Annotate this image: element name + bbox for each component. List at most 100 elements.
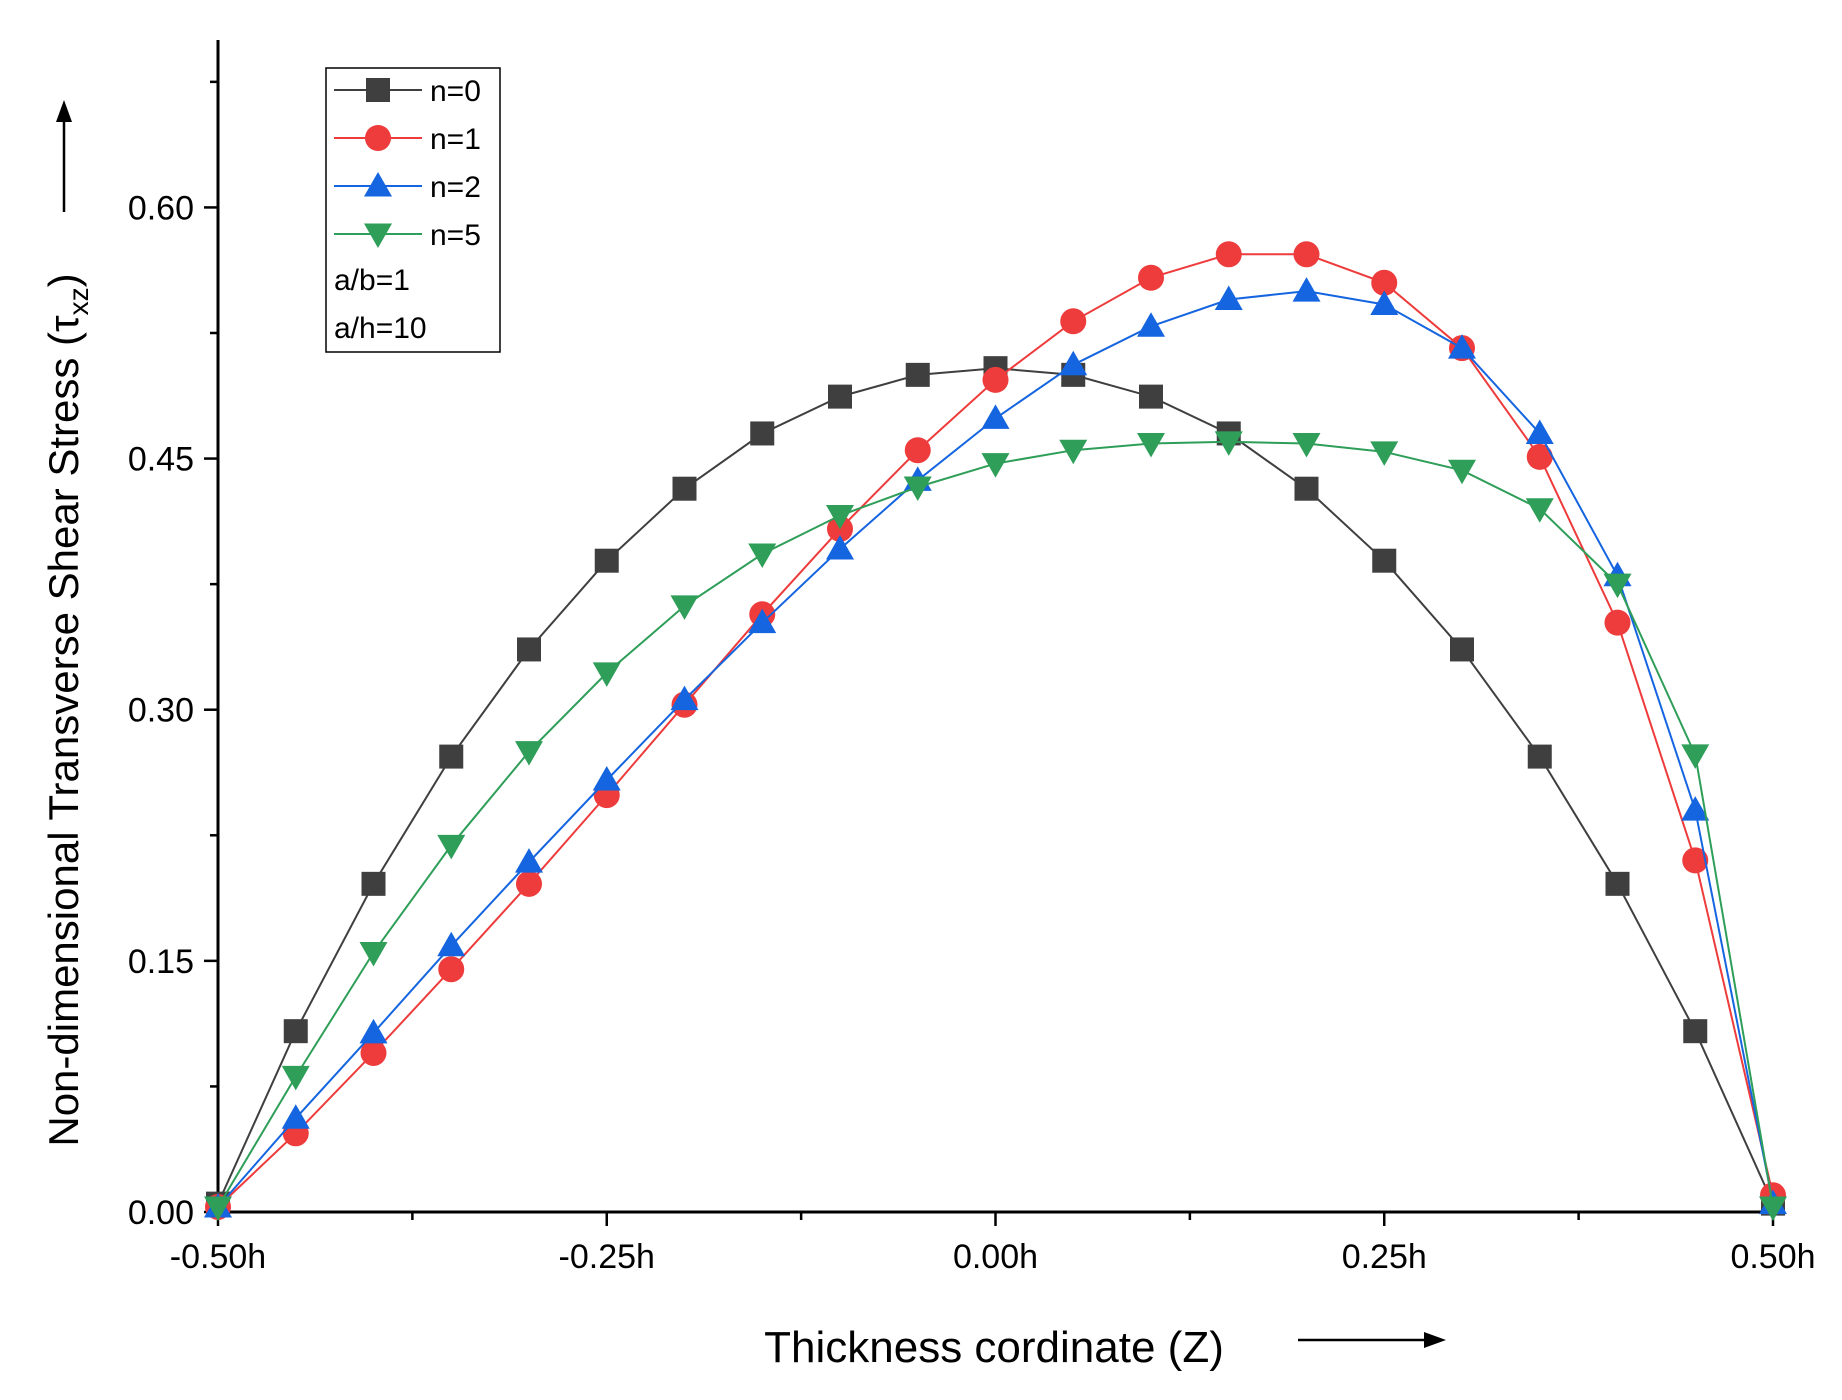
data-point (1603, 573, 1632, 599)
legend-marker (366, 78, 390, 102)
x-tick-label: 0.25h (1342, 1238, 1427, 1276)
legend-box (325, 67, 501, 353)
legend-annotation: a/b=1 (334, 264, 410, 297)
data-point (1450, 637, 1474, 662)
x-axis-title: Thickness cordinate (Z) (764, 1323, 1224, 1372)
data-point (1059, 439, 1088, 465)
data-point (359, 941, 388, 967)
y-axis-arrow-icon (56, 100, 72, 212)
data-point (1059, 350, 1088, 376)
y-tick-label: 0.30 (128, 692, 194, 730)
data-point (1682, 847, 1709, 874)
y-axis-title-subscript: xz (63, 287, 94, 315)
y-tick-label: 0.45 (128, 441, 194, 479)
data-point (1137, 312, 1165, 337)
y-axis-title-text: Non-dimensional Transverse Shear Stress (40, 358, 87, 1147)
legend-item: n=5 (334, 219, 481, 252)
data-point (982, 366, 1009, 393)
data-point (516, 870, 542, 897)
y-tick-label: 0.00 (128, 1194, 194, 1232)
data-point (826, 534, 854, 560)
data-point (904, 437, 931, 464)
data-point (204, 1196, 232, 1221)
data-point (360, 1039, 387, 1066)
series-n=5 (204, 431, 1787, 1221)
x-tick-label: -0.50h (170, 1238, 266, 1276)
data-point (1759, 1196, 1787, 1221)
data-point (672, 476, 697, 501)
legend-label: n=1 (430, 123, 481, 156)
series-group (204, 241, 1787, 1221)
series-line (217, 253, 1774, 1208)
data-point (1681, 796, 1710, 821)
data-point (359, 1018, 388, 1044)
legend-marker (365, 125, 391, 151)
y-axis: 0.00 0.15 0.30 0.45 0.60 (128, 40, 220, 1232)
legend-annotation: a/h=10 (334, 312, 427, 345)
y-arrow-head (56, 100, 72, 122)
data-point (748, 608, 777, 634)
data-point (903, 476, 932, 502)
data-point (1215, 241, 1242, 268)
x-axis-arrow-icon (1298, 1332, 1446, 1348)
y-tick-label: 0.15 (128, 943, 194, 981)
data-point (594, 548, 619, 573)
data-point (1060, 308, 1087, 335)
data-point (1605, 871, 1630, 896)
data-point (1448, 334, 1476, 359)
data-point (361, 871, 386, 896)
data-point (1294, 476, 1319, 501)
y-axis-title-open-paren: ( (40, 332, 87, 346)
data-point (592, 662, 621, 687)
legend-label: n=2 (430, 171, 481, 204)
data-point (1372, 548, 1397, 573)
legend-item: n=2 (334, 171, 481, 204)
data-point (281, 1104, 310, 1129)
legend: n=0 n=1 n=2 n=5 a/b=1 a/h=10 (325, 67, 501, 353)
legend-label: n=5 (430, 219, 481, 252)
x-tick-label: -0.25h (559, 1238, 655, 1276)
data-point (1525, 498, 1554, 523)
data-point (1527, 744, 1552, 769)
legend-item: n=1 (334, 123, 481, 156)
data-point (281, 1065, 310, 1091)
data-point (1525, 419, 1554, 444)
data-point (670, 595, 699, 620)
data-point (981, 404, 1010, 429)
x-axis: -0.50h -0.25h 0.00h 0.25h 0.50h (170, 1210, 1816, 1276)
data-point (437, 834, 466, 860)
y-axis-title-symbol: τ (40, 315, 87, 332)
data-point (826, 504, 854, 530)
data-point (1370, 290, 1399, 316)
data-point (515, 848, 543, 873)
legend-marker (364, 223, 392, 248)
data-point (438, 956, 465, 983)
data-point (1604, 609, 1631, 636)
data-point (1292, 433, 1321, 458)
y-axis-title: Non-dimensional Transverse Shear Stress … (40, 273, 94, 1146)
data-point (1214, 285, 1243, 311)
data-point (750, 421, 775, 446)
data-point (905, 362, 930, 387)
x-tick-label: 0.00h (953, 1238, 1038, 1276)
y-axis-title-close-paren: ) (40, 273, 87, 287)
data-point (828, 384, 852, 409)
legend-label: n=0 (430, 75, 481, 108)
data-point (515, 741, 543, 766)
data-point (1292, 277, 1321, 302)
data-point (439, 744, 464, 769)
data-point (283, 1019, 308, 1044)
legend-item: n=0 (334, 75, 481, 108)
series-line (217, 440, 1774, 1208)
data-point (1138, 264, 1164, 291)
data-point (1683, 1019, 1708, 1044)
series-n=2 (204, 277, 1787, 1218)
data-point (1137, 433, 1165, 458)
x-tick-label: 0.50h (1730, 1238, 1815, 1276)
x-arrow-head (1424, 1332, 1446, 1348)
series-n=0 (206, 356, 1785, 1216)
data-point (592, 766, 621, 791)
data-point (1448, 459, 1476, 485)
data-point (1214, 431, 1243, 456)
